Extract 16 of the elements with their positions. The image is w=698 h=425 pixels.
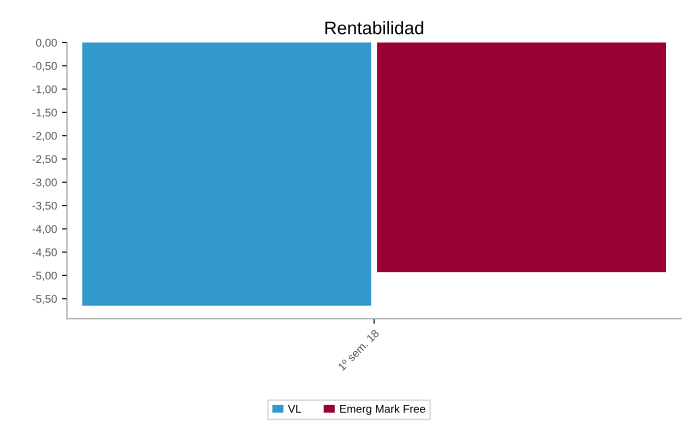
legend-label: VL: [288, 405, 302, 413]
y-tick-label: -1,00: [32, 85, 57, 95]
y-tick-label: -1,50: [32, 108, 57, 118]
y-tick-label: 0,00: [36, 38, 57, 48]
y-tick-label: -4,00: [32, 225, 57, 234]
y-tick-label: -0,50: [32, 62, 57, 72]
chart-title: Rentabilidad: [325, 21, 424, 34]
legend-label: Emerg Mark Free: [340, 404, 426, 415]
y-tick-label: -3,50: [32, 202, 57, 211]
y-tick-label: -5,00: [32, 272, 57, 281]
y-tick-label: -4,50: [32, 248, 57, 258]
y-tick-label: -3,00: [32, 178, 57, 188]
y-tick-label: -2,50: [32, 155, 57, 164]
x-tick-label: 1º sem. 18: [338, 329, 380, 372]
y-tick-label: -2,00: [32, 132, 57, 142]
y-tick-label: -5,50: [32, 294, 57, 304]
